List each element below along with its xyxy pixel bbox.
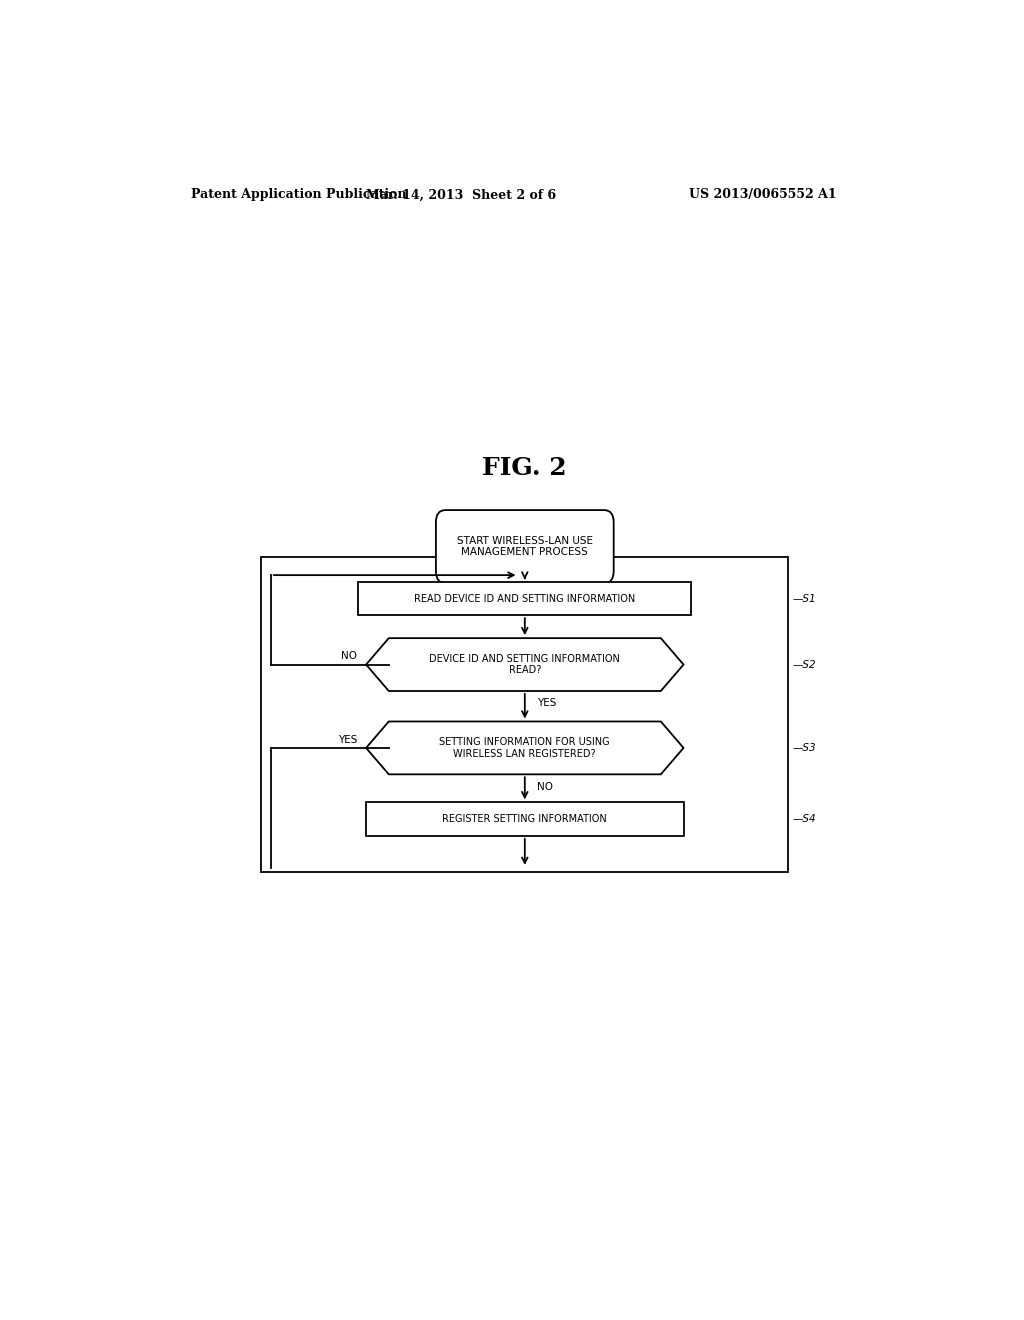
Text: DEVICE ID AND SETTING INFORMATION
READ?: DEVICE ID AND SETTING INFORMATION READ? xyxy=(429,653,621,676)
Text: START WIRELESS-LAN USE
MANAGEMENT PROCESS: START WIRELESS-LAN USE MANAGEMENT PROCES… xyxy=(457,536,593,557)
Text: —S4: —S4 xyxy=(793,814,816,824)
Text: —S3: —S3 xyxy=(793,743,816,752)
Text: READ DEVICE ID AND SETTING INFORMATION: READ DEVICE ID AND SETTING INFORMATION xyxy=(414,594,636,603)
Text: NO: NO xyxy=(341,652,357,661)
Text: —S1: —S1 xyxy=(793,594,816,603)
Text: Patent Application Publication: Patent Application Publication xyxy=(191,189,407,202)
Polygon shape xyxy=(367,638,684,690)
Text: YES: YES xyxy=(537,698,556,709)
Text: YES: YES xyxy=(338,735,357,744)
Text: FIG. 2: FIG. 2 xyxy=(482,457,567,480)
FancyBboxPatch shape xyxy=(436,510,613,583)
Text: Mar. 14, 2013  Sheet 2 of 6: Mar. 14, 2013 Sheet 2 of 6 xyxy=(367,189,556,202)
Polygon shape xyxy=(367,722,684,775)
Text: —S2: —S2 xyxy=(793,660,816,669)
Bar xyxy=(261,557,788,873)
Bar xyxy=(367,803,684,836)
Text: NO: NO xyxy=(537,781,553,792)
Text: SETTING INFORMATION FOR USING
WIRELESS LAN REGISTERED?: SETTING INFORMATION FOR USING WIRELESS L… xyxy=(439,737,610,759)
Text: REGISTER SETTING INFORMATION: REGISTER SETTING INFORMATION xyxy=(442,814,607,824)
Bar xyxy=(358,582,691,615)
Text: US 2013/0065552 A1: US 2013/0065552 A1 xyxy=(689,189,837,202)
